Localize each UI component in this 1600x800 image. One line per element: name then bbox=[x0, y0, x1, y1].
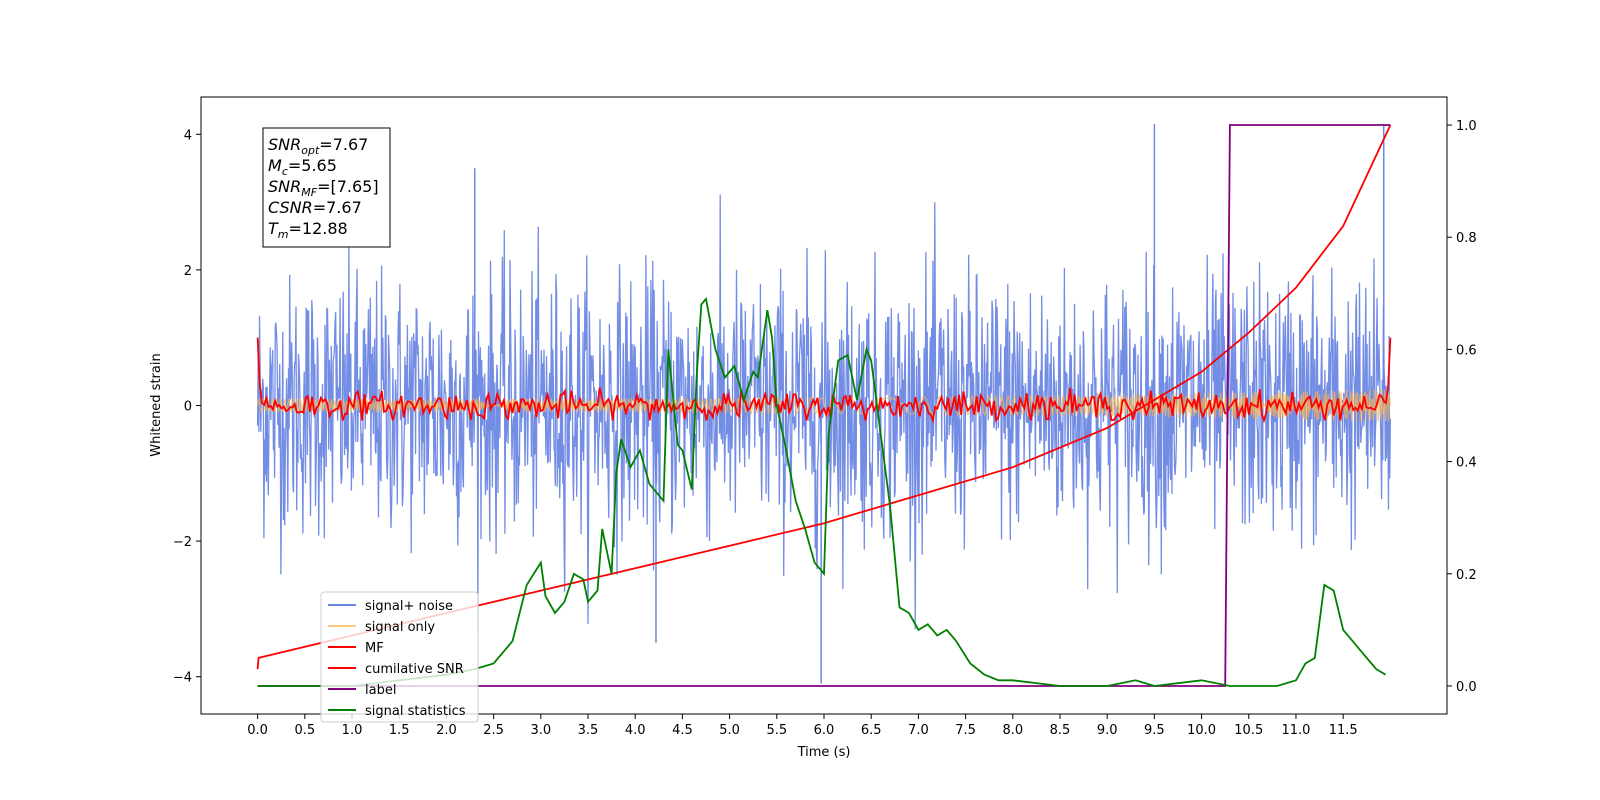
annotation-line: Mc=5.65 bbox=[268, 156, 337, 178]
x-tick-label: 2.0 bbox=[436, 723, 457, 738]
x-tick-label: 3.0 bbox=[530, 723, 551, 738]
x-tick-label: 7.0 bbox=[908, 723, 929, 738]
y-left-tick-label: 4 bbox=[184, 128, 192, 143]
series-signal-only-line bbox=[257, 389, 1391, 423]
y-right-tick-label: 0.4 bbox=[1456, 456, 1477, 471]
legend-label: signal statistics bbox=[365, 704, 466, 719]
legend-label: label bbox=[365, 683, 396, 698]
legend-label: signal only bbox=[365, 620, 435, 635]
x-tick-label: 0.0 bbox=[247, 723, 268, 738]
y-axis-left-label: Whitened strain bbox=[149, 353, 164, 456]
legend-label: signal+ noise bbox=[365, 599, 453, 614]
series-layer bbox=[256, 124, 1392, 687]
y-left-tick-label: −4 bbox=[173, 671, 192, 686]
x-tick-label: 9.5 bbox=[1144, 723, 1165, 738]
series-mf-line bbox=[256, 337, 1392, 424]
x-axis: 0.0 0.5 1.0 1.5 2.0 2.5 3.0 3.5 4.0 4.5 5.0 5.5 6.0 6… bbox=[247, 714, 1358, 738]
x-tick-label: 4.5 bbox=[672, 723, 693, 738]
x-tick-label: 5.5 bbox=[766, 723, 787, 738]
x-tick-label: 11.5 bbox=[1329, 723, 1358, 738]
legend-label: cumilative SNR bbox=[365, 662, 464, 677]
annotation-line: SNRopt=7.67 bbox=[268, 135, 368, 157]
x-tick-label: 3.5 bbox=[578, 723, 599, 738]
x-tick-label: 1.0 bbox=[342, 723, 363, 738]
x-tick-label: 7.5 bbox=[955, 723, 976, 738]
y-left-tick-label: −2 bbox=[173, 535, 192, 550]
annotation-line: Tm=12.88 bbox=[268, 219, 348, 241]
legend-label: MF bbox=[365, 641, 384, 656]
y-right-tick-label: 1.0 bbox=[1456, 119, 1477, 134]
y-right-tick-label: 0.6 bbox=[1456, 343, 1477, 358]
series-label-line bbox=[257, 124, 1391, 687]
y-left-tick-label: 0 bbox=[184, 400, 192, 415]
x-tick-label: 2.5 bbox=[483, 723, 504, 738]
x-axis-label: Time (s) bbox=[797, 745, 851, 760]
x-tick-label: 1.5 bbox=[389, 723, 410, 738]
x-tick-label: 8.5 bbox=[1050, 723, 1071, 738]
x-tick-label: 5.0 bbox=[719, 723, 740, 738]
x-tick-label: 10.0 bbox=[1187, 723, 1216, 738]
y-right-tick-label: 0.2 bbox=[1456, 568, 1477, 583]
x-tick-label: 8.0 bbox=[1002, 723, 1023, 738]
x-tick-label: 0.5 bbox=[294, 723, 315, 738]
x-tick-label: 6.0 bbox=[814, 723, 835, 738]
annotation-frame bbox=[262, 127, 391, 248]
legend-frame bbox=[320, 591, 479, 723]
series-signal-statistics-line bbox=[257, 296, 1387, 687]
y-left-tick-label: 2 bbox=[184, 264, 192, 279]
annotation-line: CSNR=7.67 bbox=[268, 198, 362, 217]
y-axis-left: −4 −2 0 2 4 bbox=[173, 128, 201, 686]
x-tick-label: 11.0 bbox=[1281, 723, 1310, 738]
x-tick-label: 10.5 bbox=[1234, 723, 1263, 738]
x-tick-label: 4.0 bbox=[625, 723, 646, 738]
x-tick-label: 9.0 bbox=[1097, 723, 1118, 738]
y-right-tick-label: 0.8 bbox=[1456, 231, 1477, 246]
x-tick-label: 6.5 bbox=[861, 723, 882, 738]
y-right-tick-label: 0.0 bbox=[1456, 680, 1477, 695]
annotation-line: SNRMF=[7.65] bbox=[268, 177, 379, 199]
y-axis-right: 0.0 0.2 0.4 0.6 0.8 1.0 bbox=[1447, 119, 1477, 695]
legend: signal+ noise signal only MF cumilative SNR… bbox=[320, 591, 479, 723]
